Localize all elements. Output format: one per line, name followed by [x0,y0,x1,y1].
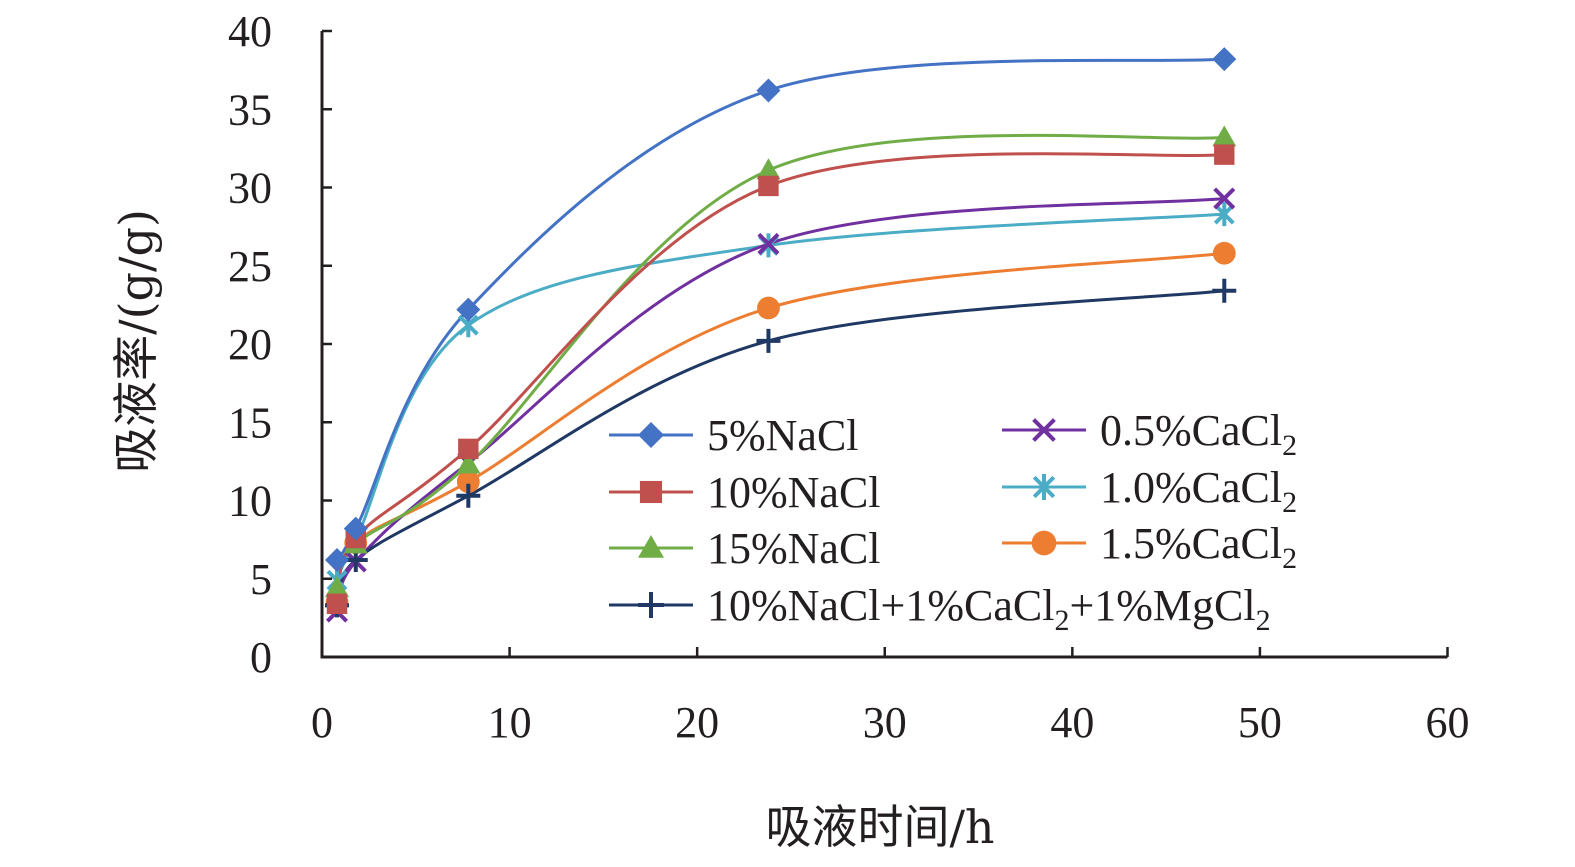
legend-subscript: 2 [1282,542,1297,575]
legend-label: 5%NaCl [707,411,859,460]
x-tick-label: 10 [488,698,532,747]
legend-label-part: 10%NaCl [707,468,881,517]
data-point [1213,202,1235,227]
legend-item: 0.5%CaCl2 [1002,406,1297,462]
data-point [1214,144,1235,165]
data-point [1212,278,1237,303]
legend-swatch-marker [1032,474,1056,500]
y-axis-title: 吸液率/(g/g) [109,209,163,473]
legend-item: 10%NaCl [609,468,881,517]
legend-label-part: +1%MgCl [1069,581,1255,630]
legend-label: 10%NaCl [707,468,881,517]
legend-swatch-marker [639,480,663,504]
x-tick-label: 40 [1050,698,1094,747]
data-point [458,438,479,460]
legend-swatch-marker [638,592,664,618]
data-point [756,78,781,103]
legend-item: 5%NaCl [609,411,859,460]
y-tick-label: 40 [228,7,272,56]
data-point [456,483,481,508]
data-point [325,576,350,598]
x-tick-label: 20 [675,698,719,747]
y-tick-label: 0 [250,633,272,682]
legend-label-part: 10%NaCl+1%CaCl [707,581,1054,630]
legend-subscript: 2 [1282,429,1297,462]
x-tick-label: 0 [311,698,333,747]
legend-item: 10%NaCl+1%CaCl2+1%MgCl2 [609,581,1271,637]
legend-subscript: 2 [1256,604,1271,637]
data-point [326,593,348,614]
x-tick-label: 50 [1238,698,1282,747]
legend-label-part: 15%NaCl [707,524,881,573]
y-tick-label: 35 [228,85,272,134]
legend-item: 1.0%CaCl2 [1002,463,1297,519]
data-point [1212,241,1236,265]
axes: 0 10 20 30 40 50 60 0 5 10 15 20 25 30 35 40 [228,7,1470,747]
data-point [456,470,480,494]
legend-label: 10%NaCl+1%CaCl2+1%MgCl2 [707,581,1271,637]
legend-label: 1.5%CaCl2 [1100,519,1297,575]
legend-subscript: 2 [1054,604,1069,637]
legend-label-part: 0.5%CaCl [1100,406,1282,455]
data-point [756,328,781,353]
legend-item: 15%NaCl [609,524,881,573]
x-tick-label: 30 [863,698,907,747]
x-axis-title: 吸液时间/h [765,800,994,854]
legend-item: 1.5%CaCl2 [1002,519,1297,575]
data-point [1212,47,1237,72]
y-tick-label: 5 [250,555,272,604]
data-point [325,547,350,572]
x-tick-label: 60 [1426,698,1470,747]
data-point [1212,125,1237,147]
legend-label: 1.0%CaCl2 [1100,463,1297,519]
data-point [456,297,481,322]
data-point [756,158,781,180]
y-tick-label: 20 [228,320,272,369]
y-tick-label: 30 [228,164,272,213]
data-point [758,175,779,197]
series-layer [325,47,1237,623]
legend-label-part: 5%NaCl [707,411,859,460]
legend-label: 0.5%CaCl2 [1100,406,1297,462]
legend-label: 15%NaCl [707,524,881,573]
data-point [343,516,368,541]
legend-label-part: 1.5%CaCl [1100,519,1282,568]
y-tick-label: 25 [228,242,272,291]
y-tick-label: 15 [228,398,272,447]
legend-label-part: 1.0%CaCl [1100,463,1282,512]
legend-swatch-marker [638,422,664,448]
y-tick-label: 10 [228,477,272,526]
legend-swatch-marker [1032,418,1056,442]
data-point [757,296,780,320]
legend-swatch-marker [1031,530,1057,556]
data-point [1213,187,1236,210]
legend: 5%NaCl10%NaCl15%NaCl10%NaCl+1%CaCl2+1%Mg… [609,406,1297,637]
data-point [456,452,481,474]
legend-subscript: 2 [1282,486,1297,519]
data-point [757,232,780,255]
legend-swatch-marker [638,535,664,558]
